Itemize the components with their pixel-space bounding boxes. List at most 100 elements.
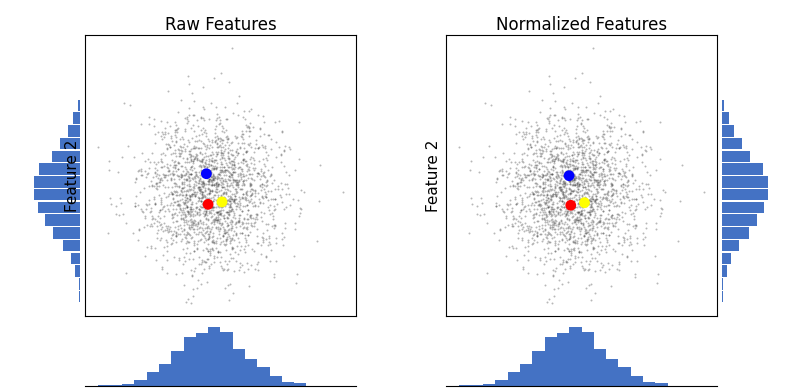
Point [226, 179, 239, 186]
Point [538, 140, 551, 147]
Point [222, 154, 235, 161]
Point [543, 73, 556, 80]
Point [603, 163, 616, 170]
Point [606, 222, 619, 228]
Point [608, 149, 621, 155]
Point [615, 200, 627, 207]
Point [168, 161, 180, 168]
Point [198, 168, 211, 175]
Point [181, 229, 194, 235]
Point [595, 144, 607, 151]
Point [588, 169, 600, 176]
Point [600, 122, 613, 128]
Point [133, 188, 146, 195]
Point [206, 247, 219, 254]
Point [600, 116, 613, 122]
Point [569, 175, 581, 181]
Point [187, 165, 200, 171]
Point [225, 152, 238, 158]
Point [260, 149, 272, 156]
Point [549, 248, 561, 254]
Point [201, 224, 214, 230]
Point [602, 168, 615, 174]
Point [580, 167, 592, 174]
Point [561, 153, 573, 159]
Point [172, 209, 185, 215]
Point [156, 131, 169, 137]
Point [178, 214, 191, 220]
Point [278, 234, 291, 240]
Point [471, 202, 484, 209]
Point [567, 238, 580, 244]
Point [221, 215, 233, 222]
Point [561, 238, 573, 244]
Point [592, 134, 604, 140]
Point [194, 186, 206, 192]
Point [213, 197, 225, 204]
Point [572, 183, 584, 189]
Point [627, 179, 640, 186]
Point [152, 175, 164, 181]
Point [523, 227, 536, 234]
Point [534, 184, 546, 190]
Point [156, 164, 169, 170]
Point [568, 177, 580, 183]
Point [165, 170, 178, 176]
Point [569, 216, 581, 222]
Point [577, 167, 590, 173]
Point [149, 257, 162, 264]
Point [175, 178, 188, 184]
Point [224, 172, 237, 178]
Point [170, 129, 183, 135]
Point [202, 144, 215, 151]
Point [158, 203, 171, 209]
Point [116, 154, 129, 160]
Point [557, 194, 569, 200]
Point [191, 198, 204, 204]
Point [241, 202, 253, 208]
Point [577, 150, 590, 156]
Point [191, 188, 203, 195]
Point [244, 171, 256, 177]
Point [601, 172, 614, 178]
Point [197, 104, 210, 110]
Point [556, 280, 569, 287]
Point [656, 187, 669, 193]
Point [551, 231, 564, 237]
Point [626, 188, 638, 194]
Point [565, 187, 577, 193]
Point [145, 221, 157, 227]
Point [128, 179, 141, 185]
Point [238, 216, 251, 222]
Point [214, 142, 226, 148]
Point [225, 162, 238, 168]
Point [549, 248, 562, 254]
Point [572, 224, 585, 230]
Point [618, 239, 630, 245]
Point [544, 177, 557, 184]
Bar [159, 364, 172, 386]
Point [205, 224, 218, 230]
Point [211, 199, 224, 206]
Point [148, 201, 161, 207]
Point [542, 177, 554, 183]
Point [621, 194, 634, 200]
Point [590, 215, 603, 221]
Point [584, 258, 596, 264]
Point [525, 144, 538, 150]
Point [256, 142, 268, 148]
Point [583, 209, 596, 215]
Point [176, 192, 189, 199]
Point [121, 143, 134, 149]
Point [556, 181, 569, 187]
Point [585, 160, 598, 167]
Point [140, 206, 152, 212]
Point [237, 269, 250, 275]
Point [555, 218, 568, 224]
Point [264, 188, 277, 194]
Point [518, 170, 530, 177]
Point [252, 171, 265, 177]
Point [236, 182, 249, 188]
Point [519, 207, 532, 214]
Point [225, 219, 238, 225]
